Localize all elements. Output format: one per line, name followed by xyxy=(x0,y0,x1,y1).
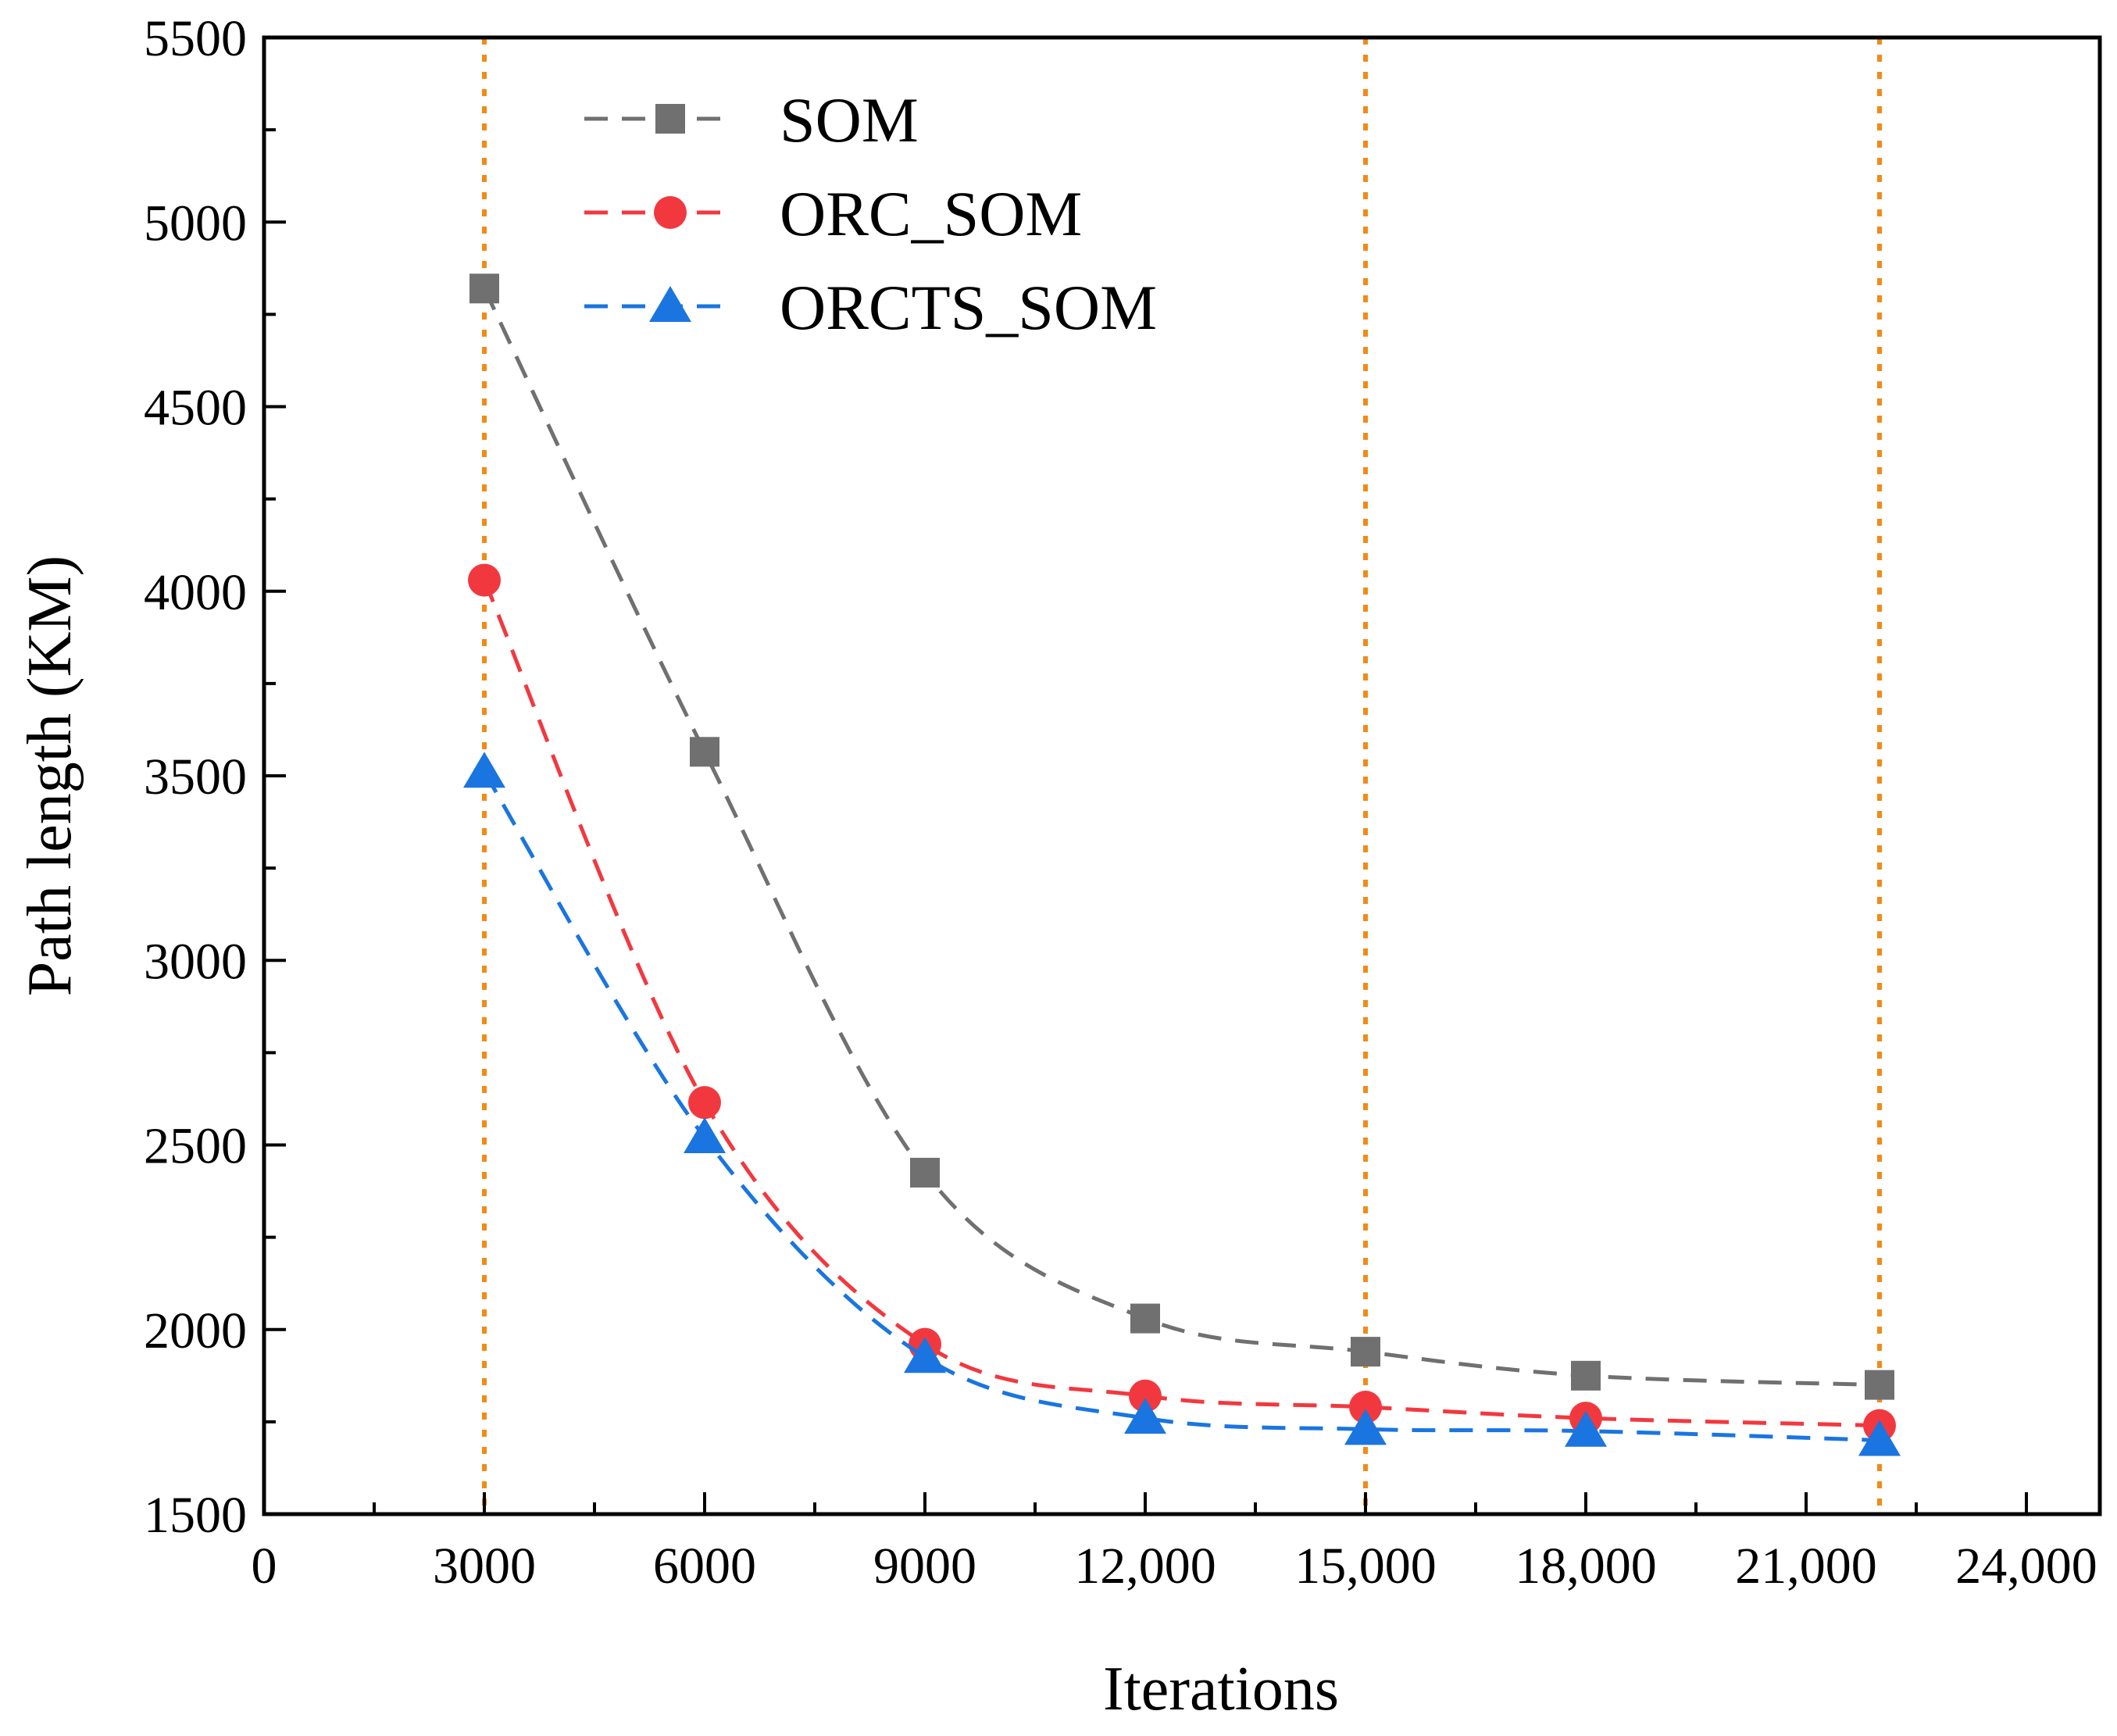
legend-item-orcts-som: ORCTS_SOM xyxy=(584,272,1157,343)
data-point-orcts-som xyxy=(684,1117,726,1154)
x-axis-ticks xyxy=(262,1492,2028,1514)
series-som xyxy=(469,273,1894,1400)
y-axis-tick-labels: 1500 2000 2500 3000 3500 4000 4500 5000 5500 xyxy=(144,10,247,1544)
data-point-som xyxy=(1351,1337,1380,1367)
x-tick-label: 9000 xyxy=(873,1538,976,1595)
data-point-orc-som xyxy=(688,1086,721,1120)
y-tick-label: 3000 xyxy=(144,933,247,990)
data-point-orc-som xyxy=(468,563,501,597)
x-tick-label: 0 xyxy=(252,1538,277,1595)
legend-label-som: SOM xyxy=(780,84,919,155)
y-axis-ticks xyxy=(264,36,286,1516)
data-point-orcts-som xyxy=(904,1337,946,1373)
data-point-som xyxy=(690,737,719,767)
plot-frame xyxy=(262,35,2102,1516)
legend-marker-orcts-som xyxy=(649,286,691,322)
x-tick-label: 24,000 xyxy=(1955,1538,2097,1595)
y-tick-label: 2000 xyxy=(144,1302,247,1359)
data-point-orcts-som xyxy=(1565,1410,1607,1447)
series-layer xyxy=(463,273,1901,1456)
y-tick-label: 4500 xyxy=(144,380,247,437)
x-axis-tick-labels: 0 3000 6000 9000 12,000 15,000 18,000 21,000 24,… xyxy=(252,1538,2097,1595)
legend-marker-orc-som xyxy=(654,196,687,229)
y-tick-label: 4000 xyxy=(144,564,247,621)
x-tick-label: 12,000 xyxy=(1074,1538,1216,1595)
data-point-som xyxy=(1130,1303,1160,1334)
data-point-orcts-som xyxy=(1124,1398,1166,1434)
x-tick-label: 6000 xyxy=(653,1538,756,1595)
data-point-orcts-som xyxy=(1858,1420,1901,1456)
series-line-orc-som xyxy=(482,579,1880,1428)
legend: SOM ORC_SOM ORCTS_SOM xyxy=(584,84,1157,343)
y-tick-label: 1500 xyxy=(144,1487,247,1544)
series-orc-som xyxy=(468,563,1896,1442)
y-tick-label: 2500 xyxy=(144,1118,247,1175)
data-point-orcts-som xyxy=(1344,1409,1387,1445)
data-point-orc-som xyxy=(1349,1390,1382,1423)
data-point-orc-som xyxy=(1129,1379,1162,1413)
legend-item-orc-som: ORC_SOM xyxy=(584,178,1082,249)
legend-marker-som xyxy=(655,104,685,134)
x-tick-label: 21,000 xyxy=(1735,1538,1877,1595)
y-tick-label: 3500 xyxy=(144,748,247,805)
series-line-som xyxy=(482,288,1880,1388)
legend-item-som: SOM xyxy=(584,84,919,155)
x-axis-title: Iterations xyxy=(1103,1655,1339,1723)
legend-label-orcts-som: ORCTS_SOM xyxy=(780,272,1157,343)
y-tick-label: 5500 xyxy=(144,10,247,67)
x-tick-label: 15,000 xyxy=(1294,1538,1437,1595)
data-point-som xyxy=(910,1157,940,1188)
series-orcts-som xyxy=(463,752,1901,1456)
data-point-som xyxy=(1571,1360,1601,1391)
data-point-som xyxy=(1865,1370,1894,1400)
data-point-som xyxy=(469,273,499,304)
y-tick-label: 5000 xyxy=(144,195,247,252)
y-axis-title: Path length (KM) xyxy=(16,555,84,996)
x-tick-label: 3000 xyxy=(433,1538,536,1595)
legend-label-orc-som: ORC_SOM xyxy=(780,178,1082,249)
reference-lines xyxy=(482,38,1882,1514)
x-tick-label: 18,000 xyxy=(1515,1538,1657,1595)
data-point-orcts-som xyxy=(463,752,505,788)
